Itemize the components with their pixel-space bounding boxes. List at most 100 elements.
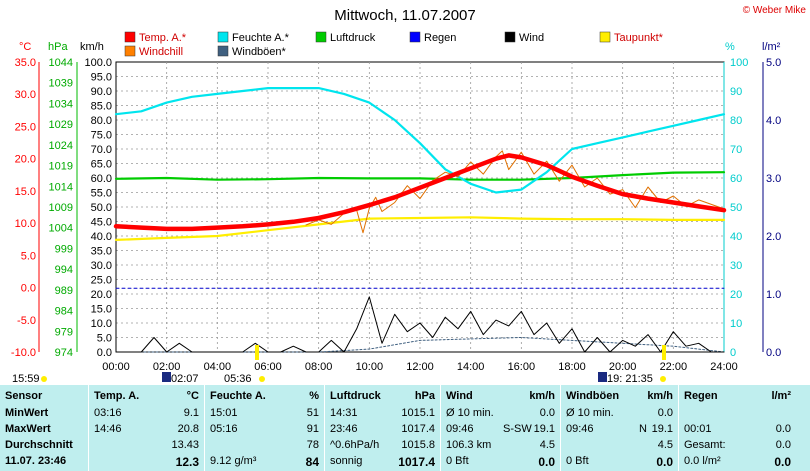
temp-tick-label: 35.0 — [15, 57, 36, 69]
wind-header: Wind — [446, 390, 473, 402]
gusts-min-label: Ø 10 min. — [566, 407, 614, 419]
humidity-unit: % — [309, 390, 319, 402]
pressure-min-value: 1015.1 — [401, 407, 435, 419]
column-gusts: Windböen km/h Ø 10 min. 0.0 09:46 N 19.1 4.5… — [560, 385, 678, 471]
column-temp: Temp. A. °C 03:16 9.1 14:46 20.8 13.43 12.3 — [88, 385, 204, 471]
temp-axis-unit: °C — [19, 41, 31, 53]
wind-tick-label: 70.0 — [91, 144, 112, 156]
event-label: 05:36 — [224, 373, 252, 385]
pressure-tick-label: 1034 — [49, 98, 73, 110]
row-label-min: MinWert — [5, 407, 49, 419]
rain-tick-label: 1.0 — [766, 289, 781, 301]
row-label-avg: Durchschnitt — [5, 439, 73, 451]
temp-tick-label: -5.0 — [17, 315, 36, 327]
x-tick-label: 04:00 — [204, 361, 232, 373]
temp-min-time: 03:16 — [94, 407, 122, 419]
humidity-tick-label: 10 — [730, 318, 742, 330]
rain-current-value: 0.0 — [774, 455, 791, 469]
legend-swatch — [599, 31, 611, 43]
sun-icon — [41, 376, 47, 382]
temp-min-value: 9.1 — [183, 407, 199, 419]
rain-axis-unit: l/m² — [762, 41, 781, 53]
pressure-tick-label: 984 — [55, 306, 73, 318]
legend-swatch — [124, 45, 136, 57]
wind-axis-unit: km/h — [80, 41, 104, 53]
x-tick-label: 10:00 — [356, 361, 384, 373]
wind-tick-label: 15.0 — [91, 304, 112, 316]
row-label-current: 11.07. 23:46 — [5, 455, 67, 467]
wind-tick-label: 80.0 — [91, 115, 112, 127]
humidity-min-time: 15:01 — [210, 407, 238, 419]
x-tick-label: 12:00 — [406, 361, 434, 373]
sunrise-marker — [255, 345, 259, 360]
rain-current-label: 0.0 l/m² — [684, 455, 721, 467]
brand-label: © Weber Mike — [743, 5, 807, 16]
humidity-max-value: 91 — [306, 423, 319, 435]
wind-run: 106.3 km — [446, 439, 492, 451]
pressure-max-time: 23:46 — [330, 423, 358, 435]
rain-tick-label: 5.0 — [766, 57, 781, 69]
temp-tick-label: 30.0 — [15, 89, 36, 101]
x-tick-label: 02:00 — [153, 361, 181, 373]
wind-tick-label: 75.0 — [91, 130, 112, 142]
pressure-tick-label: 1029 — [49, 119, 73, 131]
column-humidity: Feuchte A.% 15:01 51 05:16 91 78 9.12 g/m³… — [204, 385, 324, 471]
rain-total-value: 0.0 — [775, 439, 791, 451]
rain-max-value: 0.0 — [775, 423, 791, 435]
pressure-tick-label: 1039 — [49, 78, 73, 90]
pressure-tick-label: 1014 — [49, 181, 73, 193]
pressure-tick-label: 999 — [55, 243, 73, 255]
wind-tick-label: 95.0 — [91, 72, 112, 84]
pressure-unit: hPa — [414, 390, 435, 402]
x-tick-label: 00:00 — [102, 361, 130, 373]
weather-chart: Mittwoch, 11.07.2007 © Weber Mike 35.0 30.0… — [11, 5, 807, 385]
humidity-tick-label: 0 — [730, 347, 736, 359]
rain-tick-label: 2.0 — [766, 231, 781, 243]
temp-max-value: 20.8 — [177, 423, 199, 435]
humidity-header: Feuchte A. — [210, 390, 266, 402]
wind-current-value: 0.0 — [538, 455, 555, 469]
gusts-min-value: 0.0 — [657, 407, 673, 419]
temp-unit: °C — [186, 390, 199, 402]
column-wind: Wind km/h Ø 10 min. 0.0 09:46 S-SW 19.1 106.… — [440, 385, 560, 471]
sun-icon — [660, 376, 666, 382]
pressure-trend: ^0.6hPa/h — [330, 439, 380, 451]
wind-max-direction: S-SW — [503, 423, 532, 435]
legend-label: Regen — [424, 32, 456, 44]
humidity-tick-label: 100 — [730, 57, 748, 69]
event-label: 02:07 — [171, 373, 199, 385]
legend-label: Wind — [519, 32, 544, 44]
temp-current-value: 12.3 — [175, 455, 199, 469]
gusts-header: Windböen — [566, 390, 620, 402]
legend-label: Luftdruck — [330, 32, 376, 44]
x-tick-label: 22:00 — [660, 361, 688, 373]
temp-tick-label: 10.0 — [15, 218, 36, 230]
humidity-tick-label: 20 — [730, 289, 742, 301]
wind-min-label: Ø 10 min. — [446, 407, 494, 419]
wind-beaufort: 0 Bft — [446, 455, 469, 467]
gusts-avg-value: 4.5 — [657, 439, 673, 451]
temp-header: Temp. A. — [94, 390, 140, 402]
x-tick-label: 06:00 — [254, 361, 282, 373]
pressure-tick-label: 1004 — [49, 223, 73, 235]
series-line-wind — [115, 296, 725, 353]
humidity-tick-label: 80 — [730, 115, 742, 127]
legend-swatch — [217, 45, 229, 57]
x-tick-label: 24:00 — [710, 361, 738, 373]
humidity-absolute: 9.12 g/m³ — [210, 455, 257, 467]
wind-tick-label: 30.0 — [91, 260, 112, 272]
column-sensor: Sensor MinWert MaxWert Durchschnitt 11.0… — [0, 385, 88, 471]
legend-label: Windböen* — [232, 46, 287, 58]
event-label: 15:59 — [12, 373, 40, 385]
humidity-tick-label: 40 — [730, 231, 742, 243]
humidity-tick-label: 50 — [730, 202, 742, 214]
rain-tick-label: 3.0 — [766, 173, 781, 185]
pressure-tick-label: 989 — [55, 285, 73, 297]
temp-max-time: 14:46 — [94, 423, 122, 435]
legend-swatch — [217, 31, 229, 43]
humidity-tick-label: 60 — [730, 173, 742, 185]
pressure-max-value: 1017.4 — [401, 423, 435, 435]
rain-header: Regen — [684, 390, 718, 402]
wind-tick-label: 65.0 — [91, 159, 112, 171]
sensor-summary-table: Sensor MinWert MaxWert Durchschnitt 11.0… — [0, 385, 810, 471]
